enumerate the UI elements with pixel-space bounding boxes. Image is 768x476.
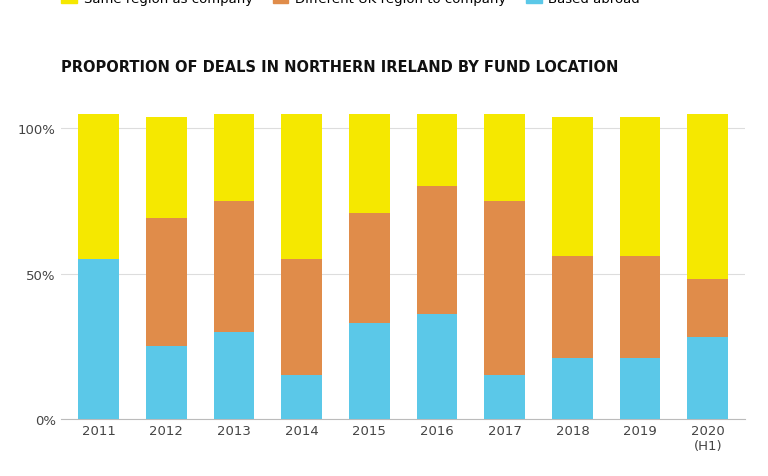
Bar (417, 315, 457, 419)
Text: PROPORTION OF DEALS IN NORTHERN IRELAND BY FUND LOCATION: PROPORTION OF DEALS IN NORTHERN IRELAND … (61, 60, 619, 75)
Legend: Same region as company, Different UK region to company, Based abroad: Same region as company, Different UK reg… (61, 0, 641, 6)
Bar (417, 115, 457, 187)
Bar (485, 376, 525, 419)
Bar (552, 358, 593, 419)
Bar (620, 118, 660, 257)
Bar (687, 115, 728, 280)
Bar (214, 201, 254, 332)
Bar (281, 115, 322, 259)
Bar (552, 257, 593, 358)
Bar (620, 358, 660, 419)
Bar (687, 280, 728, 338)
Bar (146, 118, 187, 219)
Bar (146, 347, 187, 419)
Bar (687, 338, 728, 419)
Bar (485, 115, 525, 201)
Bar (214, 332, 254, 419)
Bar (146, 219, 187, 347)
Bar (620, 257, 660, 358)
Bar (78, 115, 119, 259)
Bar (281, 259, 322, 376)
Bar (349, 115, 389, 213)
Bar (552, 118, 593, 257)
Bar (349, 213, 389, 323)
Bar (281, 376, 322, 419)
Bar (349, 323, 389, 419)
Bar (417, 187, 457, 315)
Bar (485, 201, 525, 376)
Bar (78, 259, 119, 419)
Bar (214, 115, 254, 201)
